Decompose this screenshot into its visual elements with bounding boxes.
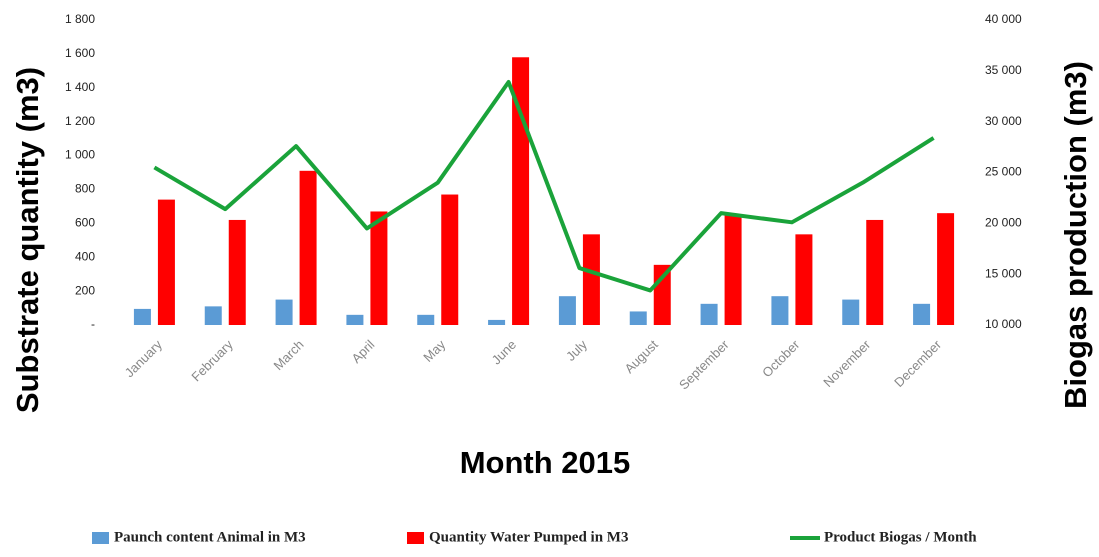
bar bbox=[653, 264, 671, 325]
bar bbox=[346, 314, 364, 325]
x-tick-label: November bbox=[820, 336, 873, 389]
legend-swatch bbox=[407, 532, 424, 544]
bar bbox=[488, 319, 506, 325]
y-tick-label: - bbox=[91, 317, 95, 331]
bar bbox=[795, 234, 813, 325]
legend-swatch bbox=[92, 532, 109, 544]
x-tick-label: July bbox=[563, 337, 590, 364]
y-tick-label: 1 400 bbox=[65, 80, 95, 94]
x-tick-label: August bbox=[622, 337, 661, 376]
x-tick-label: October bbox=[759, 336, 803, 380]
y2-tick-label: 15 000 bbox=[985, 266, 1022, 280]
bar bbox=[937, 213, 955, 325]
y-tick-label: 400 bbox=[75, 249, 95, 263]
y2-tick-label: 40 000 bbox=[985, 12, 1022, 26]
bar bbox=[913, 303, 931, 325]
bar bbox=[629, 311, 647, 325]
y2-tick-label: 10 000 bbox=[985, 317, 1022, 331]
x-tick-label: January bbox=[122, 337, 166, 381]
y2-axis-title: Biogas production (m3) bbox=[1058, 61, 1093, 409]
bar bbox=[417, 314, 435, 325]
bar bbox=[558, 296, 576, 325]
y2-tick-label: 35 000 bbox=[985, 63, 1022, 77]
y-tick-label: 1 200 bbox=[65, 114, 95, 128]
bar bbox=[842, 299, 860, 325]
y2-tick-label: 30 000 bbox=[985, 114, 1022, 128]
legend-label: Paunch content Animal in M3 bbox=[114, 529, 306, 545]
x-tick-label: December bbox=[891, 336, 944, 389]
bar bbox=[299, 170, 317, 325]
y-tick-label: 1 800 bbox=[65, 12, 95, 26]
y-tick-label: 600 bbox=[75, 216, 95, 230]
y-axis-title: Substrate quantity (m3) bbox=[10, 67, 45, 413]
bar bbox=[370, 211, 388, 325]
bar bbox=[275, 299, 293, 325]
y2-tick-label: 25 000 bbox=[985, 165, 1022, 179]
y-tick-label: 200 bbox=[75, 283, 95, 297]
y-tick-label: 1 600 bbox=[65, 46, 95, 60]
bar bbox=[724, 214, 742, 325]
x-tick-label: March bbox=[270, 337, 306, 373]
legend-label: Quantity Water Pumped in M3 bbox=[429, 529, 628, 545]
x-tick-label: May bbox=[420, 337, 448, 365]
y2-tick-label: 20 000 bbox=[985, 216, 1022, 230]
y-tick-label: 1 000 bbox=[65, 148, 95, 162]
x-tick-label: June bbox=[489, 337, 520, 368]
bar bbox=[771, 296, 789, 325]
bar bbox=[700, 303, 718, 325]
bar bbox=[441, 194, 459, 325]
y-tick-label: 800 bbox=[75, 182, 95, 196]
x-axis-title: Month 2015 bbox=[460, 445, 631, 480]
bar bbox=[133, 308, 151, 325]
x-tick-label: September bbox=[676, 336, 732, 392]
legend-label: Product Biogas / Month bbox=[824, 529, 977, 545]
bar bbox=[157, 199, 175, 325]
x-tick-label: April bbox=[348, 337, 377, 366]
x-tick-label: February bbox=[188, 337, 236, 385]
bar bbox=[204, 306, 222, 325]
bar bbox=[582, 234, 600, 325]
bar bbox=[228, 219, 246, 325]
line bbox=[153, 80, 935, 293]
bar bbox=[866, 219, 884, 325]
